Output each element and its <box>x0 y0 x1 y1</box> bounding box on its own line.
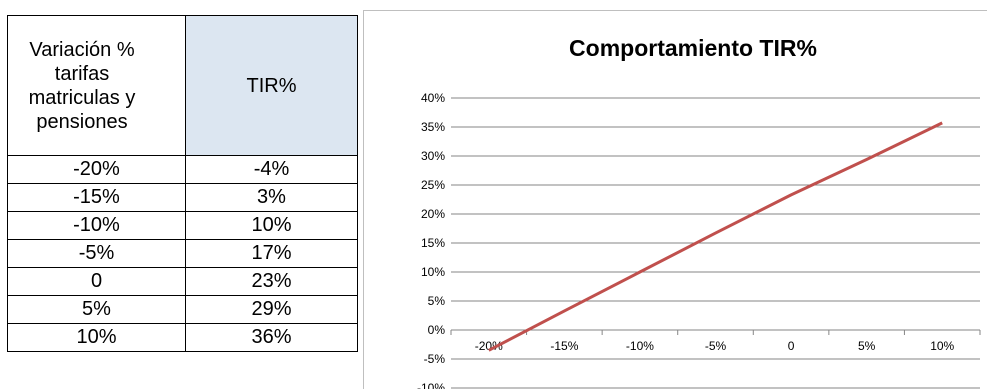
x-axis: -20% -15% -10% -5% 0 5% 10% <box>450 329 981 353</box>
x-tick-label: 0 <box>788 339 795 353</box>
series-line-tir <box>488 121 943 352</box>
table-row: 5% 29% <box>7 295 358 324</box>
y-tick-label: 10% <box>421 265 445 279</box>
cell-tir: 29% <box>185 295 358 324</box>
header-variacion-line: matriculas y <box>28 86 136 109</box>
series-layer <box>488 121 943 352</box>
y-tick-label: 5% <box>428 294 446 308</box>
cell-variacion: 10% <box>7 323 186 352</box>
cell-tir: 10% <box>185 211 358 240</box>
y-tick-label: 40% <box>421 91 445 105</box>
x-tick-label: -10% <box>626 339 654 353</box>
y-tick-label: 30% <box>421 149 445 163</box>
cell-tir: -4% <box>185 155 358 184</box>
tir-line-chart: Comportamiento TIR% 40% 35% 30% 25% 20% 15% 10… <box>417 35 981 389</box>
cell-tir: 17% <box>185 239 358 268</box>
y-axis-tick-labels: 40% 35% 30% 25% 20% 15% 10% 5% 0% -5% -10% <box>417 91 445 389</box>
header-variacion-line: pensiones <box>36 110 128 133</box>
gridlines <box>451 97 980 389</box>
cell-variacion: -10% <box>7 211 186 240</box>
table-row: -15% 3% <box>7 183 358 212</box>
table-row: 10% 36% <box>7 323 358 352</box>
x-tick-label: 5% <box>858 339 876 353</box>
y-tick-label: 25% <box>421 178 445 192</box>
cell-tir: 23% <box>185 267 358 296</box>
table-row: -10% 10% <box>7 211 358 240</box>
header-variacion-line: tarifas <box>54 62 110 85</box>
x-tick-label: 10% <box>930 339 954 353</box>
cell-variacion: -15% <box>7 183 186 212</box>
cell-variacion: 0 <box>7 267 186 296</box>
y-tick-label: 35% <box>421 120 445 134</box>
header-variacion-line: Variación % <box>29 38 135 61</box>
y-tick-label: -10% <box>417 381 445 389</box>
cell-tir: 3% <box>185 183 358 212</box>
cell-variacion: 5% <box>7 295 186 324</box>
y-tick-label: 0% <box>428 323 446 337</box>
y-tick-label: 20% <box>421 207 445 221</box>
header-variacion: Variación % tarifas matriculas y pension… <box>7 15 186 156</box>
table-row: -5% 17% <box>7 239 358 268</box>
table-row: -20% -4% <box>7 155 358 184</box>
y-tick-label: 15% <box>421 236 445 250</box>
y-tick-label: -5% <box>424 352 446 366</box>
chart-title: Comportamiento TIR% <box>569 35 817 61</box>
x-tick-label: -15% <box>550 339 578 353</box>
table-header-row: Variación % tarifas matriculas y pension… <box>7 15 358 156</box>
x-tick-label: -20% <box>475 339 503 353</box>
sensitivity-table: Variación % tarifas matriculas y pension… <box>7 15 358 352</box>
x-tick-label: -5% <box>705 339 727 353</box>
cell-variacion: -20% <box>7 155 186 184</box>
header-tir: TIR% <box>185 15 358 156</box>
cell-tir: 36% <box>185 323 358 352</box>
chart-area <box>363 10 987 389</box>
cell-variacion: -5% <box>7 239 186 268</box>
table-row: 0 23% <box>7 267 358 296</box>
